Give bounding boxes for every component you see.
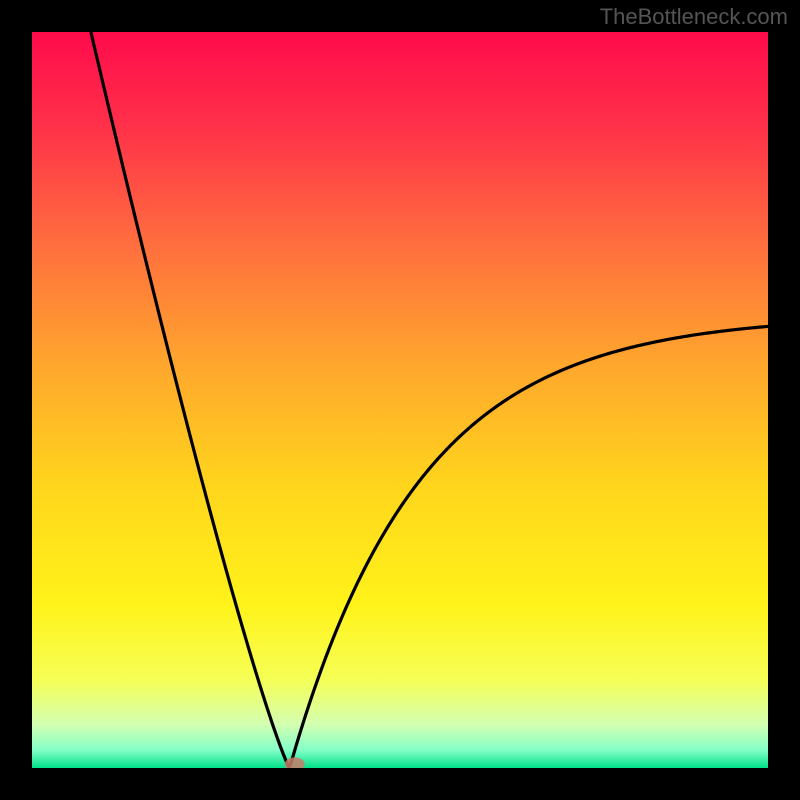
chart-background [32,32,768,768]
bottleneck-chart [0,0,800,800]
watermark-text: TheBottleneck.com [600,4,788,30]
